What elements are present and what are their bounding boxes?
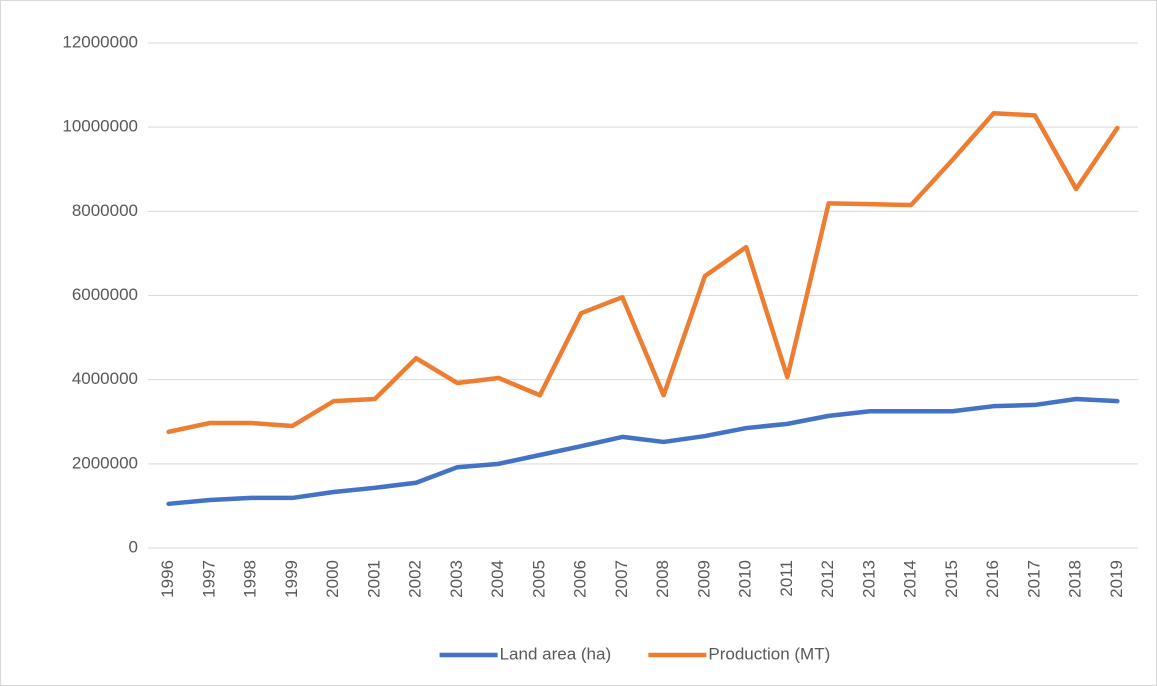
y-tick-label: 2000000 [72, 453, 138, 472]
x-tick-label: 2003 [447, 560, 466, 598]
y-tick-label: 8000000 [72, 201, 138, 220]
x-tick-label: 1999 [282, 560, 301, 598]
series-line [166, 396, 1120, 507]
y-tick-label: 10000000 [62, 117, 138, 136]
x-tick-label: 2000 [323, 560, 342, 598]
legend-label: Land area (ha) [500, 644, 612, 663]
x-tick-label: 2014 [901, 560, 920, 598]
y-tick-label: 0 [129, 537, 138, 556]
x-tick-label: 2002 [406, 560, 425, 598]
x-tick-label: 2013 [859, 560, 878, 598]
x-tick-label: 2005 [529, 560, 548, 598]
x-tick-label: 2017 [1024, 560, 1043, 598]
x-tick-label: 2018 [1066, 560, 1085, 598]
x-tick-label: 2009 [694, 560, 713, 598]
x-tick-label: 2004 [488, 560, 507, 598]
x-tick-label: 1998 [241, 560, 260, 598]
x-tick-label: 2012 [818, 560, 837, 598]
x-tick-label: 2016 [983, 560, 1002, 598]
x-tick-label: 2006 [571, 560, 590, 598]
x-tick-label: 2011 [777, 560, 796, 597]
x-tick-label: 1996 [158, 560, 177, 598]
x-tick-label: 2019 [1107, 560, 1126, 598]
y-tick-label: 12000000 [62, 32, 138, 51]
x-tick-label: 1997 [199, 560, 218, 598]
y-tick-label: 6000000 [72, 285, 138, 304]
x-tick-label: 2008 [653, 560, 672, 598]
legend-label: Production (MT) [708, 644, 830, 663]
y-tick-label: 4000000 [72, 369, 138, 388]
x-tick-label: 2001 [364, 560, 383, 598]
x-tick-label: 2010 [736, 560, 755, 598]
series-line [166, 111, 1120, 435]
x-tick-label: 2007 [612, 560, 631, 598]
x-tick-label: 2015 [942, 560, 961, 598]
